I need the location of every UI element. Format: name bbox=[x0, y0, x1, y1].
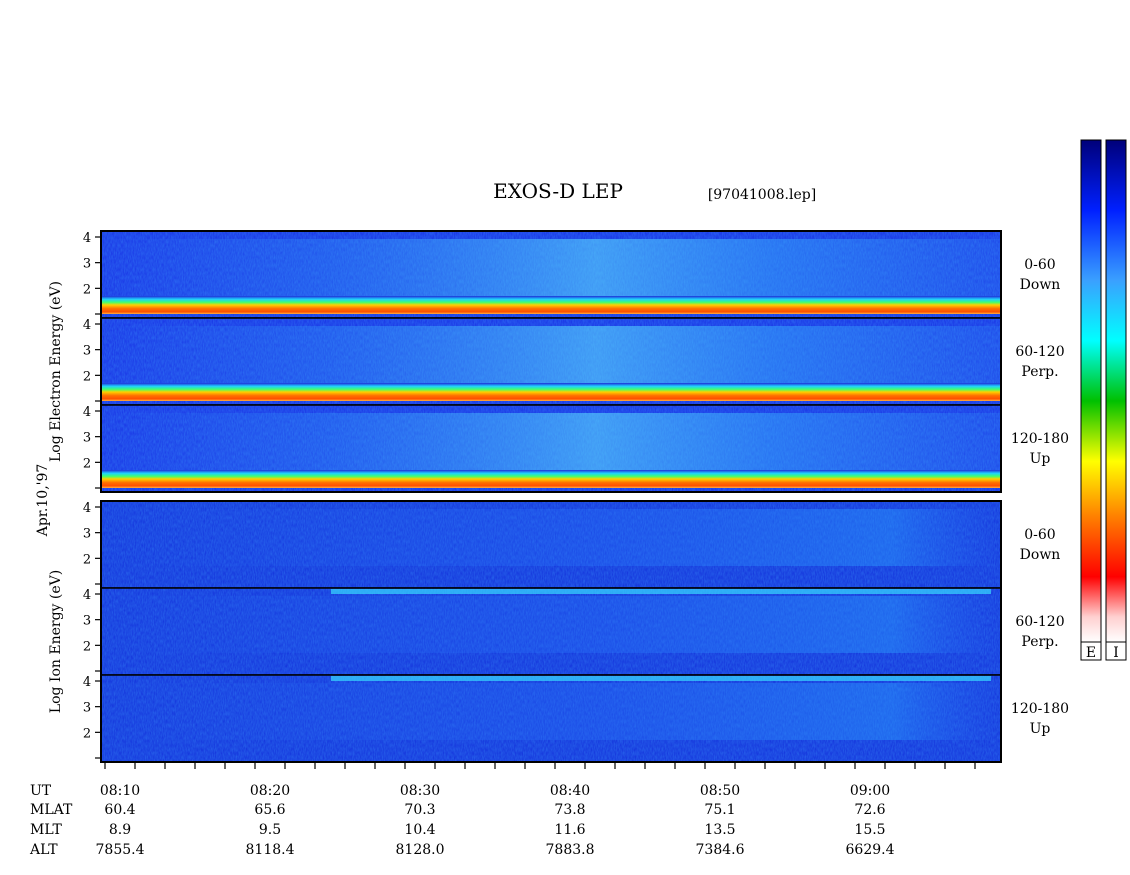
electron-panel-0: 0-60 Down 2 3 4 bbox=[83, 230, 1061, 319]
panel-label-angle: 0-60 bbox=[1024, 527, 1055, 543]
electron-color-bar-label-box bbox=[1080, 641, 1102, 661]
y-tick-label: 4 bbox=[83, 318, 91, 333]
panel-label-direction: Up bbox=[1030, 721, 1051, 737]
panel-label-angle: 60-120 bbox=[1015, 614, 1064, 630]
panel-enhancement bbox=[101, 239, 1001, 296]
axis-row-label-alt: ALT bbox=[29, 842, 58, 858]
axis-value-alt: 8128.0 bbox=[396, 842, 445, 858]
axis-value-mlt: 13.5 bbox=[704, 822, 735, 838]
axis-row-label-mlt: MLT bbox=[30, 822, 62, 838]
axis-value-mlat: 73.8 bbox=[554, 802, 585, 818]
y-tick-label: 2 bbox=[83, 369, 91, 384]
panel-enhancement bbox=[101, 596, 1001, 653]
electron-panel-1: 60-120 Perp. 2 3 4 bbox=[83, 317, 1065, 406]
axis-value-ut: 08:30 bbox=[400, 783, 440, 799]
ion-top-band bbox=[331, 589, 991, 594]
axis-row-label-ut: UT bbox=[30, 783, 52, 799]
y-tick-label: 4 bbox=[83, 405, 91, 420]
axis-value-mlt: 15.5 bbox=[854, 822, 885, 838]
electron-color-bar bbox=[1080, 139, 1102, 643]
y-axis-label: Log Electron Energy (eV) bbox=[48, 281, 64, 462]
panel-label-direction: Perp. bbox=[1021, 364, 1058, 380]
panel-enhancement bbox=[101, 509, 1001, 566]
panel-enhancement bbox=[101, 683, 1001, 740]
panel-enhancement bbox=[101, 326, 1001, 383]
axis-value-mlt: 11.6 bbox=[554, 822, 585, 838]
axis-value-mlt: 10.4 bbox=[404, 822, 435, 838]
y-tick-label: 2 bbox=[83, 726, 91, 741]
axis-value-mlat: 65.6 bbox=[254, 802, 285, 818]
color-scale-bars: E I bbox=[1080, 139, 1127, 661]
panel-label-direction: Down bbox=[1020, 277, 1061, 293]
time-axis: UT MLAT MLT ALT 08:10 60.4 8.9 7855.4 08:20 65.6 9… bbox=[29, 761, 1001, 858]
axis-value-ut: 08:50 bbox=[700, 783, 740, 799]
panel-enhancement bbox=[101, 413, 1001, 470]
group-frame bbox=[100, 230, 1002, 493]
axis-row-label-mlat: MLAT bbox=[30, 802, 73, 818]
axis-value-alt: 7883.8 bbox=[546, 842, 595, 858]
axis-value-alt: 6629.4 bbox=[846, 842, 895, 858]
low-energy-band bbox=[101, 470, 1001, 488]
panel-label-direction: Perp. bbox=[1021, 634, 1058, 650]
panel-label-direction: Down bbox=[1020, 547, 1061, 563]
ion-color-bar-label-box bbox=[1105, 641, 1127, 661]
y-axis-label: Log Ion Energy (eV) bbox=[48, 570, 64, 713]
ion-color-bar-label: I bbox=[1113, 645, 1119, 661]
y-tick-label: 3 bbox=[83, 431, 91, 446]
axis-value-ut: 09:00 bbox=[850, 783, 890, 799]
y-tick-label: 4 bbox=[83, 231, 91, 246]
axis-value-mlt: 8.9 bbox=[109, 822, 131, 838]
ion-panel-0: 0-60 Down 2 3 4 bbox=[83, 500, 1061, 589]
electron-panel-2: 120-180 Up 2 3 4 bbox=[83, 404, 1069, 493]
axis-value-mlt: 9.5 bbox=[259, 822, 281, 838]
figure-title: EXOS-D LEP bbox=[493, 179, 623, 203]
panel-label-angle: 0-60 bbox=[1024, 257, 1055, 273]
y-tick-label: 3 bbox=[83, 614, 91, 629]
y-tick-label: 4 bbox=[83, 675, 91, 690]
electron-spectrogram-group: 0-60 Down 2 3 4 60-120 Perp. 2 3 4 120-180 Up 2 3 4 Log… bbox=[48, 230, 1069, 493]
spectrogram-panels: 0-60 Down 2 3 4 60-120 Perp. 2 3 4 120-180 Up 2 3 4 Log… bbox=[48, 230, 1069, 763]
y-tick-label: 4 bbox=[83, 501, 91, 516]
date-label: Apr.10,'97 bbox=[35, 464, 51, 538]
axis-value-ut: 08:10 bbox=[100, 783, 140, 799]
file-label: [97041008.lep] bbox=[708, 187, 816, 203]
y-tick-label: 2 bbox=[83, 552, 91, 567]
axis-value-alt: 7855.4 bbox=[96, 842, 145, 858]
electron-color-bar-label: E bbox=[1086, 645, 1096, 661]
axis-value-mlat: 75.1 bbox=[704, 802, 735, 818]
y-tick-label: 4 bbox=[83, 588, 91, 603]
ion-top-band bbox=[331, 676, 991, 681]
axis-value-ut: 08:40 bbox=[550, 783, 590, 799]
axis-value-ut: 08:20 bbox=[250, 783, 290, 799]
ion-panel-1: 60-120 Perp. 2 3 4 bbox=[83, 587, 1065, 676]
axis-value-alt: 7384.6 bbox=[696, 842, 745, 858]
y-tick-label: 3 bbox=[83, 527, 91, 542]
ion-spectrogram-group: 0-60 Down 2 3 4 60-120 Perp. 2 3 4 120-180 Up 2 3 4 Log… bbox=[48, 500, 1069, 763]
ion-color-bar bbox=[1105, 139, 1127, 643]
axis-value-mlat: 70.3 bbox=[404, 802, 435, 818]
low-energy-band bbox=[101, 383, 1001, 401]
panel-label-angle: 120-180 bbox=[1011, 701, 1069, 717]
axis-value-mlat: 72.6 bbox=[854, 802, 885, 818]
y-tick-label: 2 bbox=[83, 282, 91, 297]
y-tick-label: 2 bbox=[83, 639, 91, 654]
panel-label-angle: 60-120 bbox=[1015, 344, 1064, 360]
y-tick-label: 3 bbox=[83, 701, 91, 716]
panel-label-direction: Up bbox=[1030, 451, 1051, 467]
low-energy-band bbox=[101, 296, 1001, 314]
ion-panel-2: 120-180 Up 2 3 4 bbox=[83, 674, 1069, 763]
y-tick-label: 3 bbox=[83, 344, 91, 359]
y-tick-label: 3 bbox=[83, 257, 91, 272]
y-tick-label: 2 bbox=[83, 456, 91, 471]
panel-label-angle: 120-180 bbox=[1011, 431, 1069, 447]
axis-value-alt: 8118.4 bbox=[246, 842, 295, 858]
axis-value-mlat: 60.4 bbox=[104, 802, 135, 818]
